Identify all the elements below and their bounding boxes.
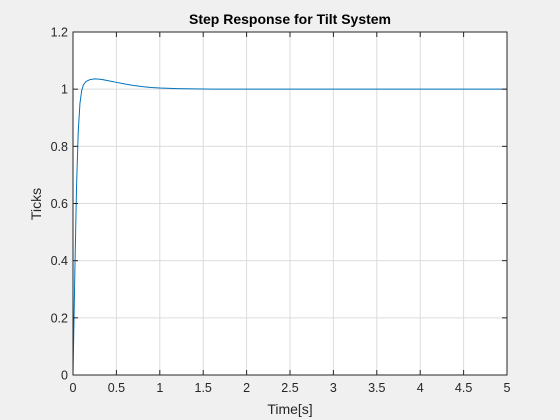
x-tick-label: 2	[243, 381, 250, 395]
x-tick-label: 0.5	[108, 381, 125, 395]
y-tick-label: 0.4	[51, 254, 68, 268]
y-axis-label: Ticks	[28, 188, 44, 220]
x-tick-label: 1.5	[195, 381, 212, 395]
x-tick-label: 1	[156, 381, 163, 395]
x-tick-label: 0	[70, 381, 77, 395]
y-tick-label: 0.2	[51, 311, 68, 325]
x-tick-label: 3.5	[368, 381, 385, 395]
x-axis-label: Time[s]	[267, 401, 312, 417]
tick-labels: 0 0.5 1 1.5 2 2.5 3 3.5 4 4.5 5 0 0.2 0.4 0.6 0.8 1 1.2	[51, 26, 511, 396]
y-tick-label: 0	[61, 369, 68, 383]
x-tick-label: 4.5	[455, 381, 472, 395]
y-tick-label: 0.8	[51, 140, 68, 154]
chart-title: Step Response for Tilt System	[189, 11, 391, 27]
y-tick-label: 0.6	[51, 197, 68, 211]
x-tick-label: 3	[330, 381, 337, 395]
x-tick-label: 4	[417, 381, 424, 395]
plot-lines	[72, 78, 508, 376]
y-tick-label: 1.2	[51, 26, 68, 40]
ticks	[72, 31, 508, 376]
y-tick-label: 1	[61, 83, 68, 97]
x-tick-label: 2.5	[281, 381, 298, 395]
series-line-0	[72, 78, 508, 376]
x-tick-label: 5	[504, 381, 511, 395]
